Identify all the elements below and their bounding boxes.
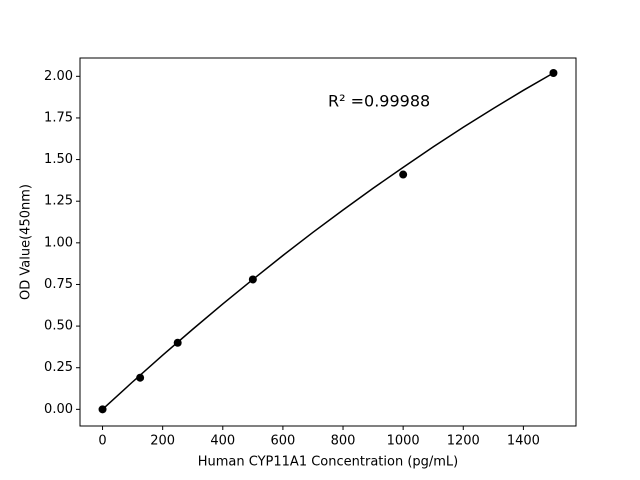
data-point [173, 338, 182, 347]
y-tick-label: 2.00 [44, 69, 73, 84]
x-tick-label: 800 [331, 434, 356, 449]
x-tick-label: 1000 [387, 434, 420, 449]
y-tick-label: 0.25 [44, 360, 73, 375]
y-tick-label: 1.00 [44, 235, 73, 250]
x-tick-label: 1400 [507, 434, 540, 449]
x-tick-label: 0 [98, 434, 106, 449]
x-tick-label: 400 [210, 434, 235, 449]
x-axis-label: Human CYP11A1 Concentration (pg/mL) [198, 455, 459, 470]
plot-frame [79, 57, 577, 427]
x-tick-label: 1200 [447, 434, 480, 449]
y-tick-label: 1.50 [44, 152, 73, 167]
y-tick-label: 1.75 [44, 110, 73, 125]
data-point [399, 170, 408, 179]
annotation: R² =0.99988 [328, 92, 430, 111]
y-axis-label: OD Value(450nm) [19, 184, 34, 300]
data-point [98, 405, 107, 414]
data-point [248, 275, 257, 284]
y-tick-label: 0.50 [44, 319, 73, 334]
fit-curve [102, 72, 554, 410]
y-tick-label: 1.25 [44, 194, 73, 209]
x-tick-label: 200 [150, 434, 175, 449]
data-point [136, 373, 145, 382]
x-tick-label: 600 [270, 434, 295, 449]
data-point [549, 68, 558, 77]
y-tick-label: 0.00 [44, 402, 73, 417]
y-tick-label: 0.75 [44, 277, 73, 292]
